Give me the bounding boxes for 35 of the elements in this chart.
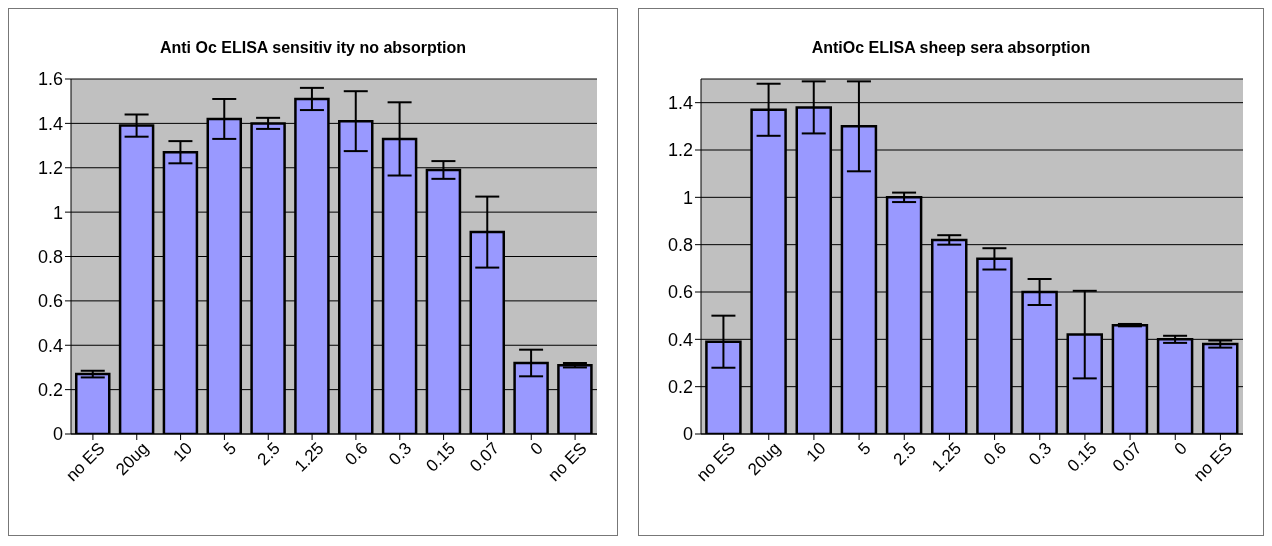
x-tick-label: 0.6 (341, 438, 372, 469)
x-tick-label: no ES (1189, 438, 1236, 485)
y-tick-label: 0.2 (667, 377, 693, 398)
x-tick-label: 0 (1170, 438, 1191, 459)
y-tick-label: 0.4 (667, 329, 693, 350)
chart-title: Anti Oc ELISA sensitiv ity no absorption (158, 39, 468, 58)
x-tick-label: 0 (526, 438, 547, 459)
y-tick-label: 0.8 (37, 246, 63, 267)
y-tick-label: 1 (682, 187, 693, 208)
y-tick-label: 1.4 (667, 93, 693, 114)
x-tick-label: 10 (169, 438, 197, 466)
y-tick-label: 0 (52, 424, 63, 445)
y-tick-label: 0.6 (667, 282, 693, 303)
x-tick-label: 0.3 (1025, 438, 1056, 469)
y-tick-label: 1.4 (37, 113, 63, 134)
x-tick-label: 2.5 (253, 438, 284, 469)
y-tick-label: 1 (52, 202, 63, 223)
y-tick-label: 0.8 (667, 235, 693, 256)
x-tick-label: no ES (692, 438, 740, 485)
y-tick-label: 1.2 (37, 158, 63, 179)
x-tick-label: 0.3 (385, 438, 416, 469)
x-tick-label: 5 (854, 438, 875, 459)
y-tick-label: 0.4 (37, 335, 63, 356)
x-tick-label: 0.6 (979, 438, 1011, 469)
x-tick-label: 10 (802, 438, 830, 466)
y-tick-label: 0.2 (37, 380, 63, 401)
x-tick-label: no ES (62, 438, 109, 485)
y-tick-label: 0.6 (37, 291, 63, 312)
x-tick-label: 2.5 (889, 438, 920, 469)
x-tick-label: 5 (219, 438, 240, 459)
x-tick-label: no ES (544, 438, 591, 485)
chart-title: AntiOc ELISA sheep sera absorption (810, 39, 1092, 58)
y-tick-label: 1.6 (37, 69, 63, 90)
y-tick-label: 0 (682, 424, 693, 445)
y-tick-label: 1.2 (667, 140, 693, 161)
